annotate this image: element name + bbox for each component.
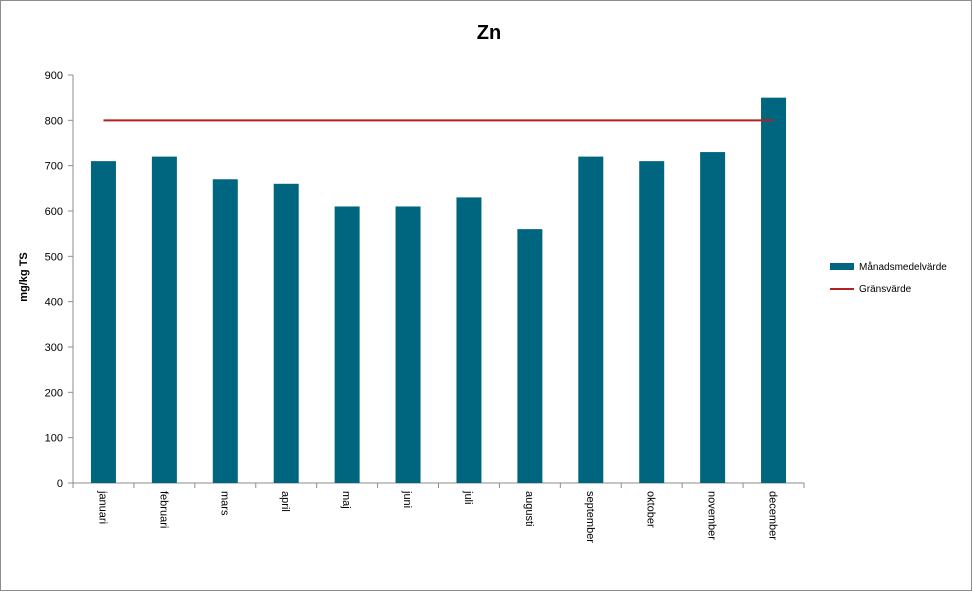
x-tick-label: juni bbox=[401, 490, 413, 508]
bar-december bbox=[761, 97, 787, 484]
chart-title: Zn bbox=[477, 22, 501, 44]
bar-maj bbox=[334, 206, 360, 483]
x-tick-label: maj bbox=[340, 491, 352, 509]
x-tick-label: oktober bbox=[645, 491, 657, 528]
y-tick-label: 800 bbox=[45, 115, 63, 127]
legend-swatch-bars bbox=[830, 263, 854, 270]
bar-januari bbox=[90, 161, 116, 483]
y-tick-label: 0 bbox=[57, 478, 63, 490]
plot-area: 0 100 200 300 400 500 600 700 800 900 januari febru… bbox=[45, 70, 805, 543]
x-tick-label: januari bbox=[96, 490, 108, 524]
bar-mars bbox=[212, 179, 238, 483]
legend-label-limit: Gränsvärde bbox=[859, 284, 912, 295]
bar-september bbox=[578, 156, 604, 483]
bar-april bbox=[273, 183, 299, 484]
x-tick-label: mars bbox=[218, 491, 230, 516]
y-tick-label: 200 bbox=[45, 387, 63, 399]
bar-juni bbox=[395, 206, 421, 483]
x-tick-label: december bbox=[767, 491, 779, 540]
bar-juli bbox=[456, 197, 482, 483]
y-tick-label: 900 bbox=[45, 70, 63, 82]
bar-augusti bbox=[517, 229, 543, 483]
legend-label-bars: Månadsmedelvärde bbox=[859, 261, 947, 273]
legend: Månadsmedelvärde Gränsvärde bbox=[830, 261, 947, 295]
bar-oktober bbox=[639, 161, 665, 483]
x-tick-label: juli bbox=[462, 490, 474, 504]
x-tick-label: februari bbox=[157, 491, 169, 528]
y-axis-label: mg/kg TS bbox=[18, 252, 30, 302]
x-tick-label: augusti bbox=[523, 491, 535, 526]
y-tick-label: 700 bbox=[45, 161, 63, 173]
y-tick-label: 300 bbox=[45, 342, 63, 354]
y-tick-label: 500 bbox=[45, 251, 63, 263]
y-tick-label: 600 bbox=[45, 206, 63, 218]
bar-februari bbox=[151, 156, 177, 483]
bar-november bbox=[700, 152, 726, 484]
x-tick-label: november bbox=[706, 491, 718, 540]
x-tick-label: april bbox=[279, 491, 291, 512]
y-tick-label: 400 bbox=[45, 297, 63, 309]
x-tick-label: september bbox=[584, 491, 596, 543]
y-tick-label: 100 bbox=[45, 433, 63, 445]
